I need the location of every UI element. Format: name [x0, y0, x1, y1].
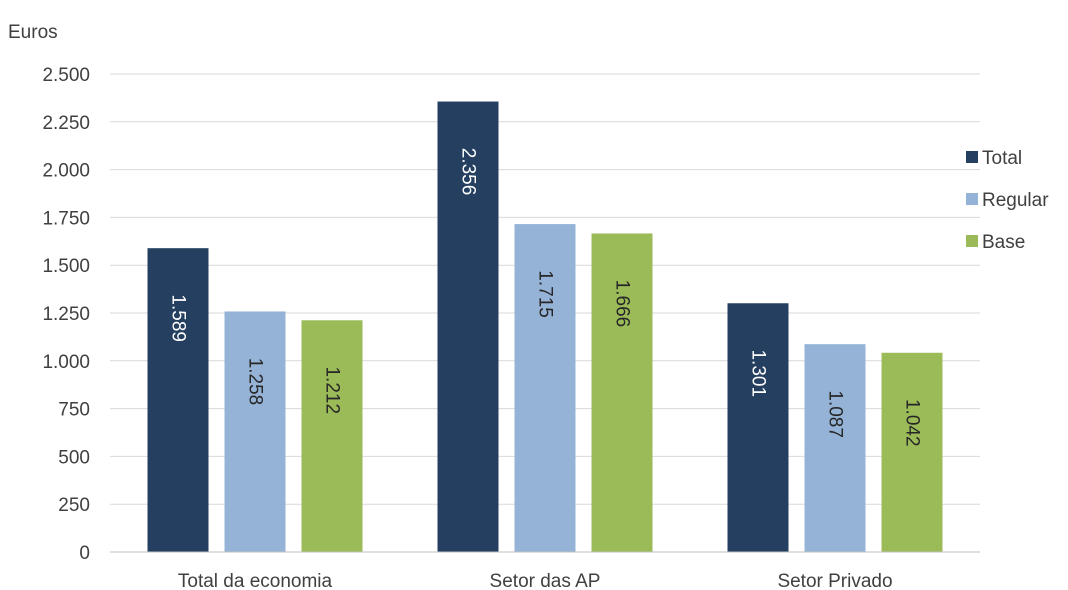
legend-label: Regular [982, 190, 1049, 211]
data-label: 1.087 [825, 390, 846, 438]
bar-base-1 [301, 320, 363, 552]
data-label: 1.715 [535, 270, 556, 318]
x-category-label: Setor das AP [490, 571, 601, 590]
y-tick-label: 1.750 [42, 208, 90, 229]
legend-label: Base [982, 232, 1025, 253]
y-tick-label: 2.000 [42, 161, 90, 182]
y-tick-label: 1.500 [42, 256, 90, 277]
y-tick-label: 2.500 [42, 65, 90, 86]
data-label: 1.589 [168, 294, 189, 342]
legend-swatch-regular [966, 193, 978, 205]
bar-base-3 [881, 352, 943, 552]
bar-total-2 [437, 101, 499, 552]
legend-label: Total [982, 148, 1022, 169]
data-labels: 1.589 1.258 1.212 2.356 1.715 1.666 1.301 1.087… [168, 148, 923, 447]
data-label: 1.212 [322, 366, 343, 414]
data-label: 1.666 [612, 280, 633, 328]
x-category-label: Total da economia [178, 571, 333, 590]
y-axis-unit-label: Euros [8, 22, 58, 43]
bar-total-3 [727, 303, 789, 552]
bar-regular-2 [514, 224, 576, 553]
y-tick-label: 0 [79, 543, 90, 564]
data-label: 1.301 [748, 349, 769, 397]
y-tick-label: 250 [58, 495, 90, 516]
x-category-label: Setor Privado [777, 571, 892, 590]
legend-swatch-total [966, 151, 978, 163]
bars [147, 101, 943, 553]
y-tick-label: 500 [58, 447, 90, 468]
legend: Total Regular Base [966, 148, 1049, 253]
bar-base-2 [591, 233, 653, 552]
bar-total-1 [147, 248, 209, 552]
y-tick-label: 750 [58, 400, 90, 421]
x-axis-categories: Total da economia Setor das AP Setor Priva… [178, 571, 893, 590]
y-tick-label: 1.250 [42, 304, 90, 325]
y-tick-label: 2.250 [42, 113, 90, 134]
bar-regular-3 [804, 344, 866, 552]
legend-swatch-base [966, 235, 978, 247]
y-tick-label: 1.000 [42, 352, 90, 373]
data-label: 1.258 [245, 358, 266, 406]
data-label: 1.042 [902, 399, 923, 447]
data-label: 2.356 [458, 148, 479, 196]
bar-regular-1 [224, 311, 286, 552]
y-axis-ticks: 0 250 500 750 1.000 1.250 1.500 1.750 2.000 2.250… [42, 65, 90, 564]
